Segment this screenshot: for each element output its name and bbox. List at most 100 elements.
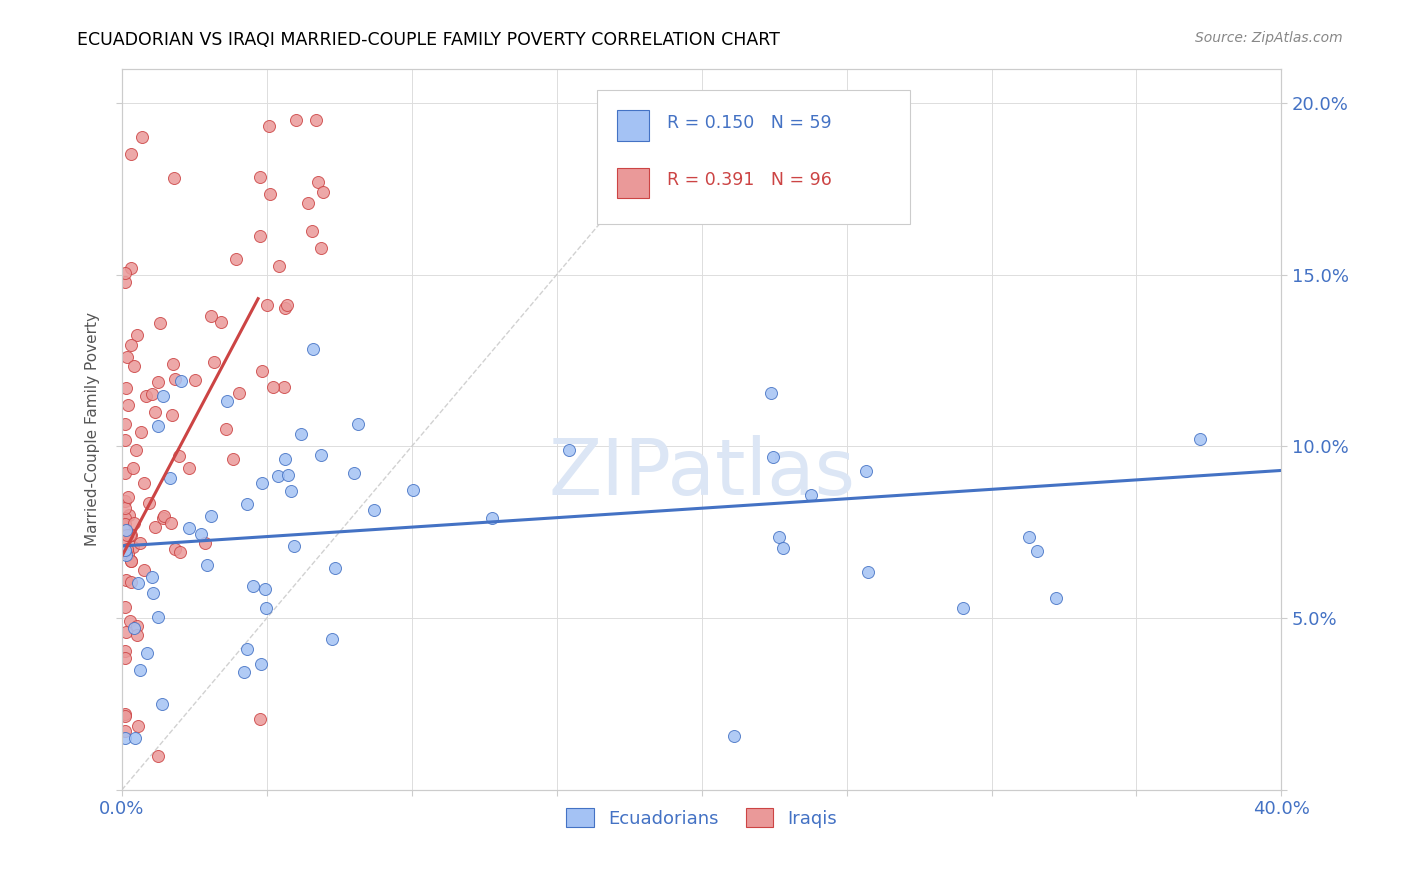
- Point: [321, 632, 343, 646]
- Point: [274, 301, 297, 315]
- Point: [132, 476, 155, 491]
- Point: [200, 309, 222, 323]
- Point: [114, 417, 136, 431]
- Point: [165, 371, 187, 385]
- Point: [152, 509, 174, 524]
- Point: [190, 527, 212, 541]
- Point: [262, 379, 284, 393]
- Point: [177, 521, 200, 535]
- Point: [120, 554, 142, 568]
- Point: [277, 467, 299, 482]
- Point: [134, 563, 156, 577]
- Point: [115, 528, 138, 542]
- Point: [257, 119, 280, 133]
- Point: [290, 427, 312, 442]
- Point: [301, 342, 323, 356]
- Point: [124, 359, 146, 373]
- Point: [114, 511, 136, 525]
- Point: [125, 327, 148, 342]
- Text: ECUADORIAN VS IRAQI MARRIED-COUPLE FAMILY POVERTY CORRELATION CHART: ECUADORIAN VS IRAQI MARRIED-COUPLE FAMIL…: [77, 31, 780, 49]
- Point: [117, 508, 139, 522]
- Point: [125, 442, 148, 457]
- Point: [146, 610, 169, 624]
- Point: [759, 385, 782, 400]
- Point: [169, 545, 191, 559]
- Point: [127, 719, 149, 733]
- Point: [146, 748, 169, 763]
- Point: [120, 528, 142, 542]
- Point: [122, 540, 145, 554]
- Point: [215, 422, 238, 436]
- Point: [1018, 530, 1040, 544]
- Point: [117, 490, 139, 504]
- Point: [309, 242, 332, 256]
- Point: [200, 508, 222, 523]
- Point: [1045, 591, 1067, 606]
- Point: [146, 375, 169, 389]
- Point: [114, 650, 136, 665]
- Point: [152, 389, 174, 403]
- Point: [284, 113, 307, 128]
- Point: [217, 394, 239, 409]
- Point: [114, 600, 136, 615]
- Point: [141, 386, 163, 401]
- Point: [122, 516, 145, 531]
- Legend: Ecuadorians, Iraqis: Ecuadorians, Iraqis: [560, 801, 844, 835]
- Point: [250, 657, 273, 671]
- Point: [114, 466, 136, 480]
- Point: [232, 665, 254, 679]
- Point: [160, 409, 183, 423]
- Point: [202, 355, 225, 369]
- Point: [120, 574, 142, 589]
- Point: [225, 252, 247, 267]
- Point: [343, 466, 366, 480]
- Point: [274, 451, 297, 466]
- Point: [114, 707, 136, 722]
- Point: [228, 385, 250, 400]
- Point: [402, 483, 425, 498]
- Point: [120, 260, 142, 275]
- Point: [114, 731, 136, 746]
- Point: [114, 709, 136, 723]
- Point: [114, 533, 136, 548]
- Point: [159, 471, 181, 485]
- Point: [118, 528, 141, 542]
- Point: [267, 259, 290, 273]
- Point: [135, 646, 157, 660]
- Point: [162, 357, 184, 371]
- Point: [236, 642, 259, 657]
- Point: [114, 493, 136, 508]
- Point: [481, 511, 503, 525]
- Point: [259, 187, 281, 202]
- Point: [952, 601, 974, 615]
- Point: [114, 644, 136, 658]
- Point: [167, 449, 190, 463]
- Point: [114, 266, 136, 280]
- Point: [276, 298, 298, 312]
- Point: [184, 373, 207, 387]
- Point: [135, 389, 157, 403]
- Point: [347, 417, 370, 431]
- Point: [115, 541, 138, 556]
- Text: ZIPatlas: ZIPatlas: [548, 434, 855, 510]
- Point: [118, 614, 141, 628]
- Point: [127, 576, 149, 591]
- Point: [768, 530, 790, 544]
- Point: [114, 501, 136, 516]
- Point: [297, 195, 319, 210]
- Point: [323, 561, 346, 575]
- Point: [114, 624, 136, 639]
- FancyBboxPatch shape: [617, 111, 650, 141]
- Point: [143, 519, 166, 533]
- Point: [222, 452, 245, 467]
- Point: [194, 536, 217, 550]
- Point: [129, 536, 152, 550]
- Point: [177, 461, 200, 475]
- Point: [142, 586, 165, 600]
- Point: [143, 405, 166, 419]
- Point: [309, 449, 332, 463]
- Point: [772, 541, 794, 555]
- Point: [131, 130, 153, 145]
- Point: [236, 497, 259, 511]
- Point: [253, 582, 276, 597]
